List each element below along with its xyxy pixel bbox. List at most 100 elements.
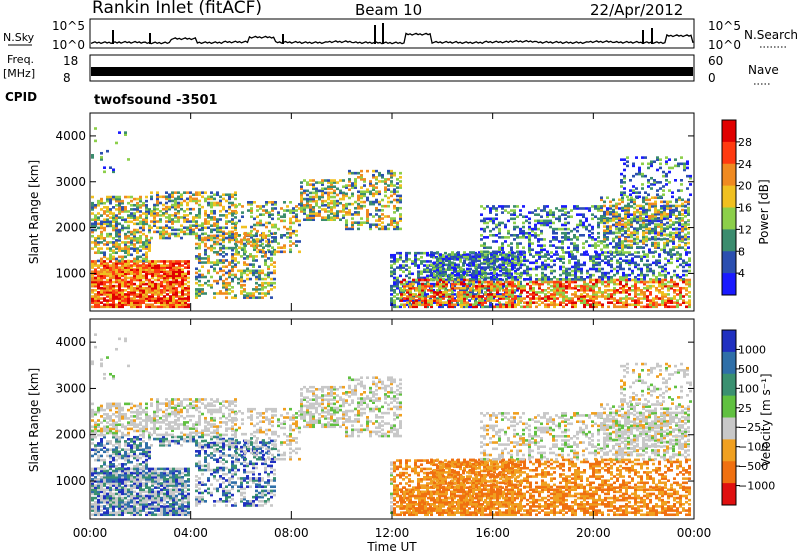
power-cell (178, 280, 181, 284)
power-cell (621, 240, 624, 243)
power-cell (127, 224, 130, 228)
power-cell (574, 286, 577, 290)
power-cell (195, 288, 198, 291)
power-cell (255, 296, 258, 299)
power-cell (172, 272, 175, 276)
power-cell (106, 301, 109, 304)
power-cell (118, 289, 121, 292)
power-cell (580, 253, 583, 256)
power-cell (619, 297, 622, 300)
power-cell (253, 223, 256, 227)
power-cell (508, 295, 511, 298)
power-cell (225, 259, 228, 262)
power-cell (544, 293, 547, 296)
power-cell (216, 230, 219, 234)
power-cell (657, 246, 660, 249)
power-cell (250, 234, 253, 237)
power-cell (256, 205, 259, 208)
nave-tick-top: 60 (708, 54, 723, 68)
power-cell (661, 269, 664, 273)
power-cell (270, 288, 273, 291)
power-cell (181, 278, 184, 282)
power-cell (261, 292, 264, 295)
power-cell (574, 284, 577, 288)
power-cell (457, 255, 460, 258)
power-cell (97, 291, 100, 294)
power-cell (360, 200, 363, 204)
power-cell (228, 230, 231, 234)
power-cell (583, 291, 586, 294)
power-cell (100, 241, 103, 244)
power-cell (484, 293, 487, 296)
power-cell (228, 220, 231, 223)
power-cell (640, 269, 643, 273)
power-cell (595, 284, 598, 288)
power-cell (103, 293, 106, 296)
power-cell (493, 278, 496, 281)
power-cell (252, 271, 255, 275)
power-cell (520, 289, 523, 292)
power-cell (363, 194, 366, 198)
power-cell (603, 217, 606, 221)
power-cell (213, 279, 216, 283)
power-cell (673, 284, 676, 288)
power-cell (369, 192, 372, 196)
power-cell (103, 274, 106, 278)
power-cell (201, 265, 204, 268)
power-cell (378, 227, 381, 231)
power-cell (270, 259, 273, 262)
power-cell (363, 190, 366, 194)
power-cell (225, 296, 228, 299)
power-cell (166, 305, 169, 309)
power-cell (298, 223, 301, 227)
power-cell (100, 234, 103, 238)
power-cell (489, 211, 492, 214)
power-cell (492, 205, 495, 208)
power-cell (607, 297, 610, 300)
power-cell (445, 257, 448, 260)
power-cell (631, 284, 634, 288)
power-cell (231, 222, 234, 225)
power-cell (115, 220, 118, 224)
power-cell (267, 257, 270, 260)
power-cell (577, 275, 580, 279)
power-cell (396, 297, 399, 300)
power-cell (228, 234, 231, 238)
power-cell (150, 236, 153, 240)
power-cell (550, 303, 553, 307)
power-cell (219, 248, 222, 252)
power-cell (265, 244, 268, 247)
power-cell (496, 295, 499, 298)
power-cell (511, 293, 514, 296)
power-cell (198, 216, 201, 219)
power-cell (522, 229, 525, 233)
power-cell (562, 261, 565, 265)
power-cell (625, 280, 628, 284)
power-cell (489, 291, 492, 294)
power-cell (222, 240, 225, 244)
power-cell (166, 301, 169, 304)
power-cell (436, 259, 439, 263)
power-cell (210, 224, 213, 227)
power-cell (634, 282, 637, 286)
power-cell (493, 259, 496, 263)
power-cell (544, 253, 547, 256)
power-cell (342, 193, 345, 197)
power-cell (622, 273, 625, 277)
power-cell (501, 284, 504, 288)
power-cell (222, 259, 225, 262)
power-cell (163, 301, 166, 304)
power-cell (400, 303, 403, 307)
power-cell (664, 257, 667, 260)
power-cell (628, 273, 631, 277)
power-cell (375, 186, 378, 189)
power-cell (451, 303, 454, 307)
power-cell (553, 301, 556, 304)
power-cell (183, 216, 186, 219)
power-cell (100, 251, 103, 255)
power-cell (121, 303, 124, 307)
power-cell (634, 255, 637, 258)
power-cell (187, 266, 190, 269)
power-cell (127, 234, 130, 238)
power-cell (324, 203, 327, 207)
